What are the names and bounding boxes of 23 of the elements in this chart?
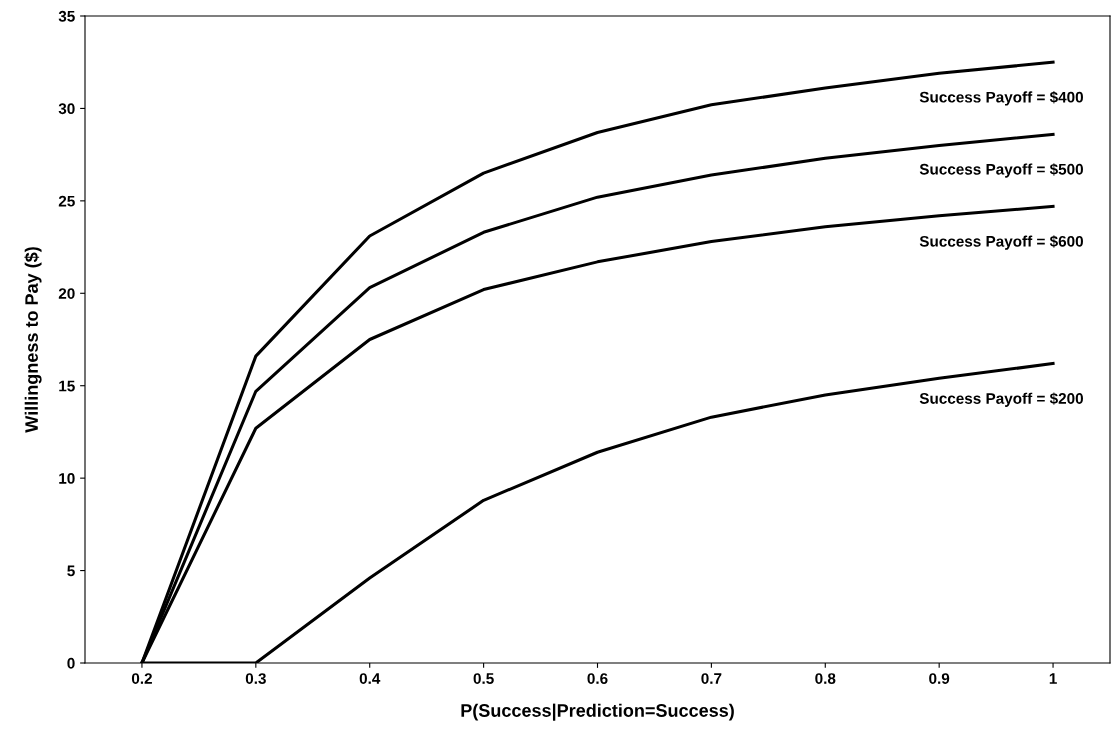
series-label: Success Payoff = $200 [919, 392, 1083, 407]
y-tick-label: 20 [58, 288, 75, 299]
y-tick-label: 30 [58, 103, 75, 115]
series-label: Success Payoff = $600 [919, 235, 1083, 250]
x-tick-label: 1 [1049, 673, 1057, 684]
x-tick-label: 0.7 [701, 673, 722, 684]
y-tick-label: 25 [58, 195, 75, 207]
x-tick-label: 0.6 [587, 673, 608, 684]
series-label: Success Payoff = $400 [919, 91, 1083, 106]
x-tick-label: 0.4 [359, 673, 381, 684]
series-label: Success Payoff = $500 [919, 163, 1083, 178]
x-tick-label: 0.8 [815, 673, 836, 684]
y-axis-title: Willingness to Pay ($) [24, 247, 42, 433]
y-tick-label: 10 [59, 473, 75, 484]
x-tick-label: 0.9 [929, 673, 950, 684]
x-tick-label: 0.3 [245, 673, 266, 684]
y-tick-label: 15 [59, 380, 75, 392]
y-tick-label: 35 [58, 10, 75, 22]
x-tick-label: 0.5 [473, 673, 494, 684]
y-tick-label: 0 [67, 657, 75, 669]
y-tick-label: 5 [67, 565, 75, 577]
x-tick-label: 0.2 [131, 673, 152, 684]
x-axis-title: P(Success|Prediction=Success) [461, 703, 734, 721]
